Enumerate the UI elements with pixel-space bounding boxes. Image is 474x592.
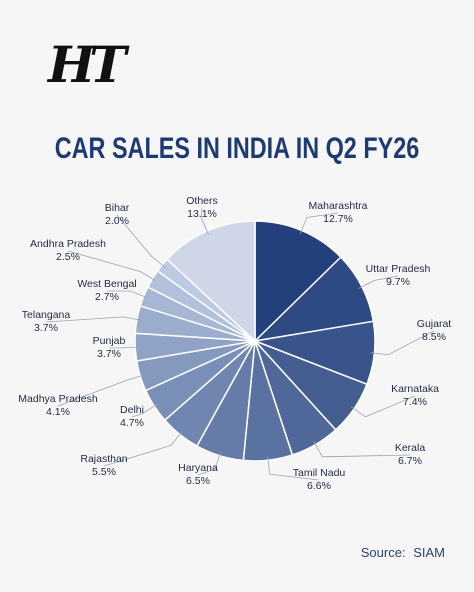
leader-line	[313, 441, 411, 458]
leader-line	[106, 290, 148, 299]
slice-label: Rajasthan	[80, 453, 127, 465]
slice-value: 13.1%	[187, 208, 217, 220]
slice-value: 3.7%	[34, 322, 58, 334]
leader-line	[67, 250, 157, 282]
slice-label: Andhra Pradesh	[30, 238, 106, 250]
slice-label: Delhi	[120, 404, 144, 416]
slice-label: Others	[186, 195, 218, 207]
slice-value: 5.5%	[92, 466, 116, 478]
slice-value: 9.7%	[386, 276, 410, 288]
slice-label: Gujarat	[417, 318, 452, 330]
slice-value: 12.7%	[323, 213, 353, 225]
source-label: Source:	[360, 545, 406, 560]
slice-value: 2.7%	[95, 291, 119, 303]
slice-value: 3.7%	[97, 348, 121, 360]
leader-line	[299, 212, 339, 235]
slice-label: Kerala	[395, 442, 426, 454]
source-name: SIAM	[413, 545, 445, 560]
chart-title: CAR SALES IN INDIA IN Q2 FY26	[54, 132, 420, 165]
slice-label: Maharashtra	[309, 200, 368, 212]
leader-line	[45, 316, 141, 323]
slice-value: 6.5%	[186, 475, 210, 487]
slice-value: 8.5%	[422, 331, 446, 343]
slice-label: West Bengal	[77, 278, 136, 290]
slice-value: 6.6%	[307, 480, 331, 492]
leader-line	[200, 207, 209, 235]
slice-value: 2.5%	[56, 251, 80, 263]
slice-label: Haryana	[178, 462, 218, 474]
leader-line	[358, 275, 399, 289]
leader-line	[103, 431, 183, 467]
slice-value: 4.1%	[46, 406, 70, 418]
slice-value: 2.0%	[105, 215, 129, 227]
slice-label: Madhya Pradesh	[18, 393, 98, 405]
leader-line	[57, 374, 145, 407]
source-note: Source: SIAM	[361, 545, 445, 560]
slice-label: Tamil Nadu	[293, 467, 346, 479]
leader-line	[197, 451, 221, 476]
slice-label: Karnataka	[391, 383, 439, 395]
ht-logo: HT	[48, 35, 126, 94]
slice-value: 4.7%	[120, 417, 144, 429]
slice-label: Bihar	[105, 202, 130, 214]
slice-label: Uttar Pradesh	[366, 263, 431, 275]
leader-line	[370, 330, 435, 356]
leader-line	[350, 395, 416, 418]
slice-value: 7.4%	[403, 396, 427, 408]
slice-label: Telangana	[22, 309, 71, 321]
leader-line	[267, 456, 320, 481]
slice-value: 6.7%	[398, 455, 422, 467]
slice-label: Punjab	[93, 335, 126, 347]
leader-line	[116, 214, 166, 268]
leader-line	[131, 403, 158, 418]
leader-line	[108, 346, 140, 349]
